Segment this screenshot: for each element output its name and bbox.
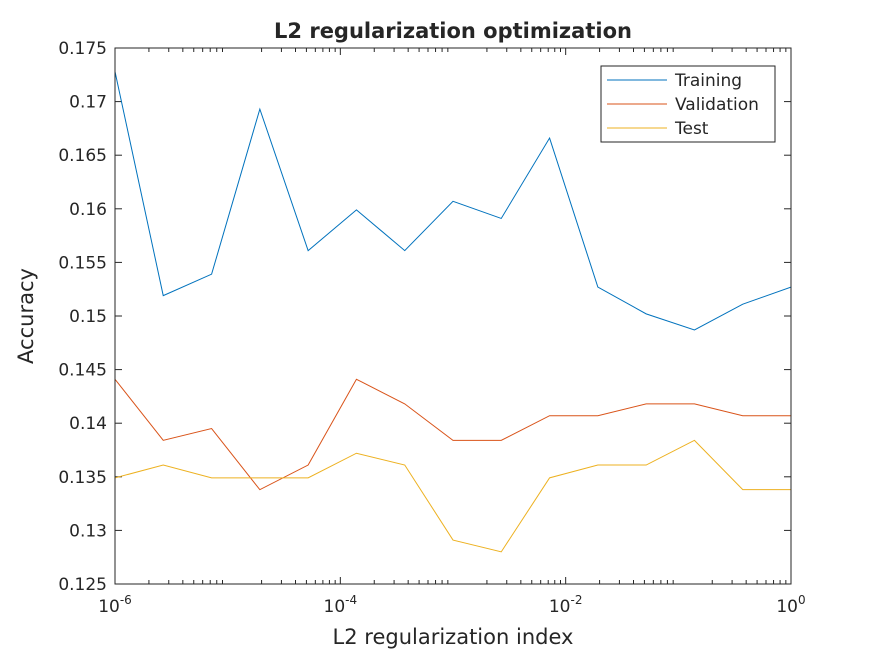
series-lines: [115, 71, 791, 553]
chart-title: L2 regularization optimization: [274, 19, 632, 43]
y-tick-label: 0.125: [58, 575, 107, 595]
y-axis-ticks: 0.125 0.13 0.135 0.14 0.145 0.15 0.155 0.16 0.16…: [58, 39, 791, 595]
y-tick-label: 0.15: [69, 307, 107, 327]
y-tick-label: 0.175: [58, 39, 107, 59]
x-tick-label: 10-2: [549, 593, 583, 617]
x-minor-ticks: [148, 48, 787, 584]
series-line-training: [115, 71, 791, 331]
legend-label-validation: Validation: [675, 95, 759, 115]
x-tick-label: 10-6: [98, 593, 132, 617]
series-line-validation: [115, 378, 791, 491]
y-tick-label: 0.165: [58, 146, 107, 166]
x-tick-label: 10-4: [324, 593, 358, 617]
x-axis-ticks: 10-6 10-4 10-2 100: [98, 48, 806, 617]
legend-label-test: Test: [674, 119, 709, 139]
x-axis-label: L2 regularization index: [333, 625, 574, 649]
x-tick-label: 100: [776, 593, 805, 617]
legend: Training Validation Test: [600, 65, 776, 143]
legend-label-training: Training: [674, 71, 742, 91]
series-line-test: [115, 439, 791, 553]
y-axis-label: Accuracy: [14, 268, 38, 364]
y-tick-label: 0.16: [69, 200, 107, 220]
axes-box: [114, 47, 792, 585]
y-tick-label: 0.14: [69, 414, 107, 434]
y-tick-label: 0.13: [69, 521, 107, 541]
y-tick-label: 0.17: [69, 93, 107, 113]
y-tick-label: 0.155: [58, 253, 107, 273]
y-tick-label: 0.145: [58, 361, 107, 381]
y-tick-label: 0.135: [58, 468, 107, 488]
